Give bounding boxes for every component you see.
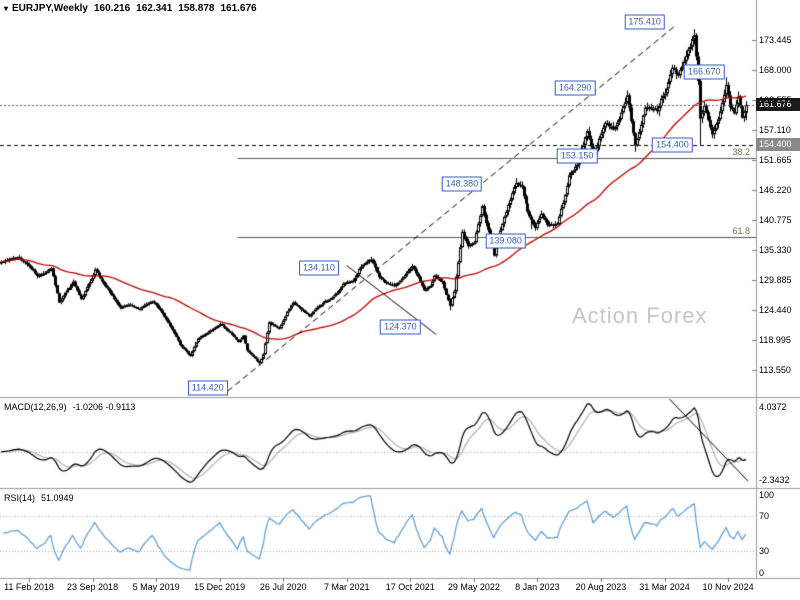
price-chart-canvas[interactable]	[0, 0, 800, 600]
chart-window: ▾ EURJPY,Weekly 160.216 162.341 158.878 …	[0, 0, 800, 600]
